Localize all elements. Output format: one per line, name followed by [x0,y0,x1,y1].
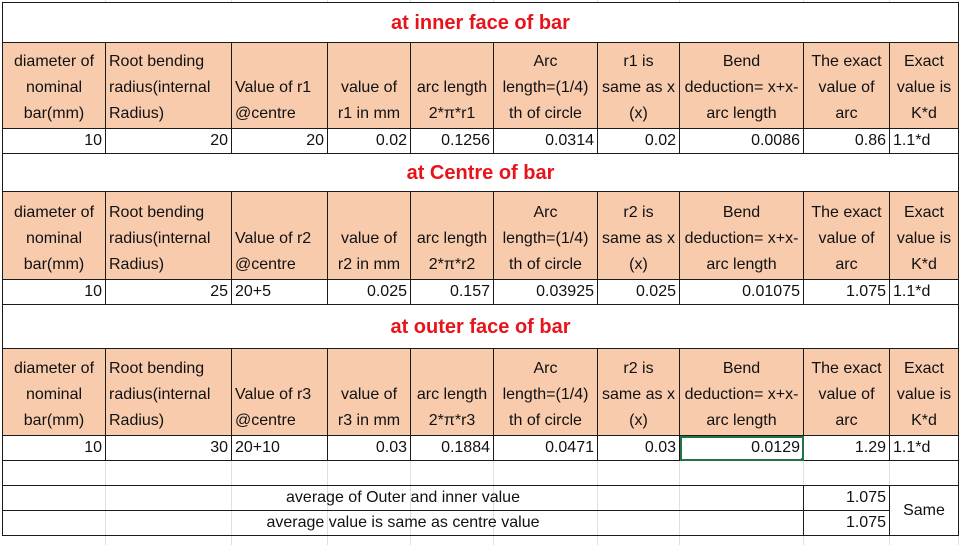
cell-bend-deduction-selected[interactable]: 0.0129 [679,435,804,461]
header-cell[interactable]: value of r2 in mm [327,191,411,280]
summary-label-average-outer-inner[interactable]: average of Outer and inner value [2,485,804,511]
table-row: 10 25 20+5 0.025 0.157 0.03925 0.025 0.0… [2,279,959,305]
header-cell[interactable]: Arc length=(1/4) th of circle [493,191,598,280]
header-cell[interactable]: diameter of nominal bar(mm) [2,191,106,280]
cell-kd[interactable]: 1.1*d [889,279,959,305]
cell-x[interactable]: 0.02 [597,128,680,154]
section-title-outer[interactable]: at outer face of bar [2,304,959,349]
header-cell[interactable]: Value of r2 @centre [231,191,328,280]
header-cell[interactable]: Arc length=(1/4) th of circle [493,42,598,129]
section-title-centre[interactable]: at Centre of bar [2,153,959,192]
header-cell[interactable]: r1 is same as x (x) [597,42,680,129]
cell-arc-length[interactable]: 0.157 [410,279,494,305]
cell-x[interactable]: 0.03 [597,435,680,461]
summary-label-centre-compare[interactable]: average value is same as centre value [2,510,804,536]
spreadsheet: at inner face of bar diameter of nominal b… [2,2,959,536]
cell-exact-arc[interactable]: 1.29 [803,435,890,461]
cell-diameter[interactable]: 10 [2,128,106,154]
cell-root-radius[interactable]: 25 [105,279,232,305]
bend-deduction-table: at inner face of bar diameter of nominal b… [2,2,959,536]
header-row: diameter of nominal bar(mm) Root bending ra… [2,191,959,280]
cell-kd[interactable]: 1.1*d [889,128,959,154]
blank-row[interactable] [2,460,959,486]
cell-quarter-arc[interactable]: 0.0314 [493,128,598,154]
header-cell[interactable]: diameter of nominal bar(mm) [2,42,106,129]
header-cell[interactable]: diameter of nominal bar(mm) [2,348,106,436]
header-row: diameter of nominal bar(mm) Root bending ra… [2,348,959,436]
header-cell[interactable]: The exact value of arc [803,348,890,436]
cell-r-centre[interactable]: 20+5 [231,279,328,305]
header-cell[interactable]: Exact value is K*d [889,191,959,280]
header-cell[interactable]: Value of r1 @centre [231,42,328,129]
header-cell[interactable]: r2 is same as x (x) [597,191,680,280]
cell-x[interactable]: 0.025 [597,279,680,305]
cell-r-centre[interactable]: 20+10 [231,435,328,461]
cell-diameter[interactable]: 10 [2,435,106,461]
cell-root-radius[interactable]: 30 [105,435,232,461]
cell-r-centre[interactable]: 20 [231,128,328,154]
section-title-inner[interactable]: at inner face of bar [2,2,959,43]
header-cell[interactable]: value of r1 in mm [327,42,411,129]
header-cell[interactable]: Bend deduction= x+x-arc length [679,191,804,280]
cell-diameter[interactable]: 10 [2,279,106,305]
header-cell[interactable]: Arc length=(1/4) th of circle [493,348,598,436]
cell-quarter-arc[interactable]: 0.03925 [493,279,598,305]
cell-r-mm[interactable]: 0.03 [327,435,411,461]
cell-r-mm[interactable]: 0.02 [327,128,411,154]
header-cell[interactable]: arc length 2*π*r1 [410,42,494,129]
summary-row: average value is same as centre value 1.… [2,510,959,536]
header-cell[interactable]: Exact value is K*d [889,348,959,436]
summary-value-average[interactable]: 1.075 [803,485,890,511]
cell-exact-arc[interactable]: 0.86 [803,128,890,154]
header-cell[interactable]: value of r3 in mm [327,348,411,436]
header-cell[interactable]: r2 is same as x (x) [597,348,680,436]
header-cell[interactable]: Bend deduction= x+x-arc length [679,348,804,436]
header-cell[interactable]: The exact value of arc [803,42,890,129]
table-row: 10 30 20+10 0.03 0.1884 0.0471 0.03 0.01… [2,435,959,461]
header-cell[interactable]: Bend deduction= x+x-arc length [679,42,804,129]
header-cell[interactable]: arc length 2*π*r3 [410,348,494,436]
table-row: 10 20 20 0.02 0.1256 0.0314 0.02 0.0086 … [2,128,959,154]
cell-arc-length[interactable]: 0.1884 [410,435,494,461]
summary-value-centre[interactable]: 1.075 [803,510,890,536]
summary-row: average of Outer and inner value 1.075 S… [2,485,959,536]
cell-quarter-arc[interactable]: 0.0471 [493,435,598,461]
header-cell[interactable]: Exact value is K*d [889,42,959,129]
header-row: diameter of nominal bar(mm) Root bending ra… [2,42,959,129]
cell-bend-deduction[interactable]: 0.0086 [679,128,804,154]
cell-arc-length[interactable]: 0.1256 [410,128,494,154]
header-cell[interactable]: Value of r3 @centre [231,348,328,436]
header-cell[interactable]: The exact value of arc [803,191,890,280]
cell-r-mm[interactable]: 0.025 [327,279,411,305]
cell-bend-deduction[interactable]: 0.01075 [679,279,804,305]
header-cell[interactable]: Root bending radius(internal Radius) [105,191,232,280]
cell-exact-arc[interactable]: 1.075 [803,279,890,305]
header-cell[interactable]: Root bending radius(internal Radius) [105,42,232,129]
header-cell[interactable]: arc length 2*π*r2 [410,191,494,280]
header-cell[interactable]: Root bending radius(internal Radius) [105,348,232,436]
cell-root-radius[interactable]: 20 [105,128,232,154]
cell-kd[interactable]: 1.1*d [889,435,959,461]
summary-conclusion[interactable]: Same [889,485,959,536]
